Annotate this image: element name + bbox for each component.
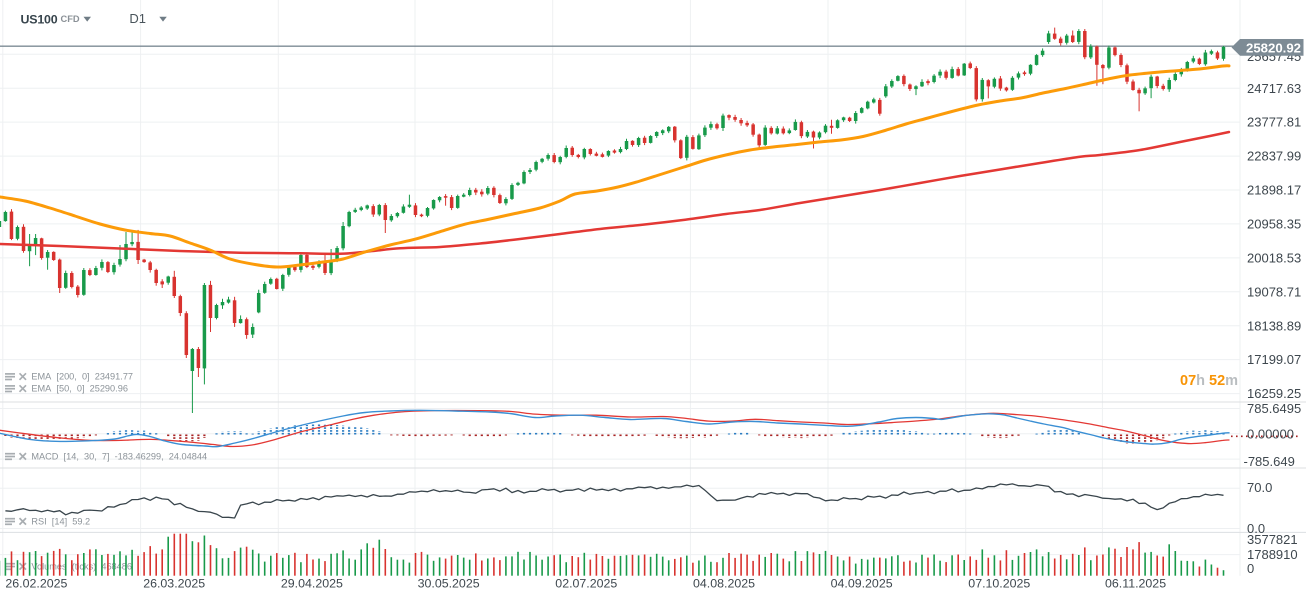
svg-text:CFD: CFD xyxy=(61,14,80,24)
svg-text:04.08.2025: 04.08.2025 xyxy=(693,576,755,590)
svg-text:25820.92: 25820.92 xyxy=(1246,40,1301,55)
svg-text:19078.71: 19078.71 xyxy=(1247,284,1301,299)
svg-text:29.04.2025: 29.04.2025 xyxy=(281,576,343,590)
svg-text:MACD [14, 30, 7] -183.4629: MACD [14, 30, 7] -183.46299, 24.04844 xyxy=(31,451,207,461)
svg-text:20958.35: 20958.35 xyxy=(1247,217,1301,232)
svg-text:Volumes (ticks) 468486: Volumes (ticks) 468486 xyxy=(31,561,132,571)
svg-text:1788910: 1788910 xyxy=(1247,547,1298,562)
svg-text:02.07.2025: 02.07.2025 xyxy=(555,576,617,590)
svg-text:-785.649: -785.649 xyxy=(1244,454,1295,469)
svg-text:17199.07: 17199.07 xyxy=(1247,352,1301,367)
svg-text:07.10.2025: 07.10.2025 xyxy=(968,576,1030,590)
svg-text:0: 0 xyxy=(1247,561,1254,576)
svg-text:26.02.2025: 26.02.2025 xyxy=(5,576,67,590)
svg-text:0.00000: 0.00000 xyxy=(1247,426,1294,441)
svg-text:20018.53: 20018.53 xyxy=(1247,251,1301,266)
svg-text:26.03.2025: 26.03.2025 xyxy=(143,576,205,590)
svg-text:04.09.2025: 04.09.2025 xyxy=(831,576,893,590)
svg-text:RSI [14] 59.2: RSI [14] 59.2 xyxy=(31,516,90,526)
svg-text:3577821: 3577821 xyxy=(1247,532,1298,547)
svg-text:US100: US100 xyxy=(21,12,58,26)
svg-text:23777.81: 23777.81 xyxy=(1247,115,1301,130)
svg-text:70.0: 70.0 xyxy=(1247,480,1272,495)
svg-text:24717.63: 24717.63 xyxy=(1247,81,1301,96)
svg-text:22837.99: 22837.99 xyxy=(1247,149,1301,164)
svg-text:785.6495: 785.6495 xyxy=(1247,401,1301,416)
svg-text:07h 52m: 07h 52m xyxy=(1180,373,1238,389)
svg-text:18138.89: 18138.89 xyxy=(1247,318,1301,333)
svg-text:0.0: 0.0 xyxy=(1247,521,1265,536)
svg-text:21898.17: 21898.17 xyxy=(1247,183,1301,198)
svg-text:30.05.2025: 30.05.2025 xyxy=(418,576,480,590)
svg-text:16259.25: 16259.25 xyxy=(1247,386,1301,401)
svg-text:D1: D1 xyxy=(129,11,146,26)
svg-text:06.11.2025: 06.11.2025 xyxy=(1105,576,1166,590)
svg-text:EMA [50, 0] 25290.96: EMA [50, 0] 25290.96 xyxy=(31,384,128,394)
svg-text:EMA [200, 0] 23491.77: EMA [200, 0] 23491.77 xyxy=(31,372,133,382)
